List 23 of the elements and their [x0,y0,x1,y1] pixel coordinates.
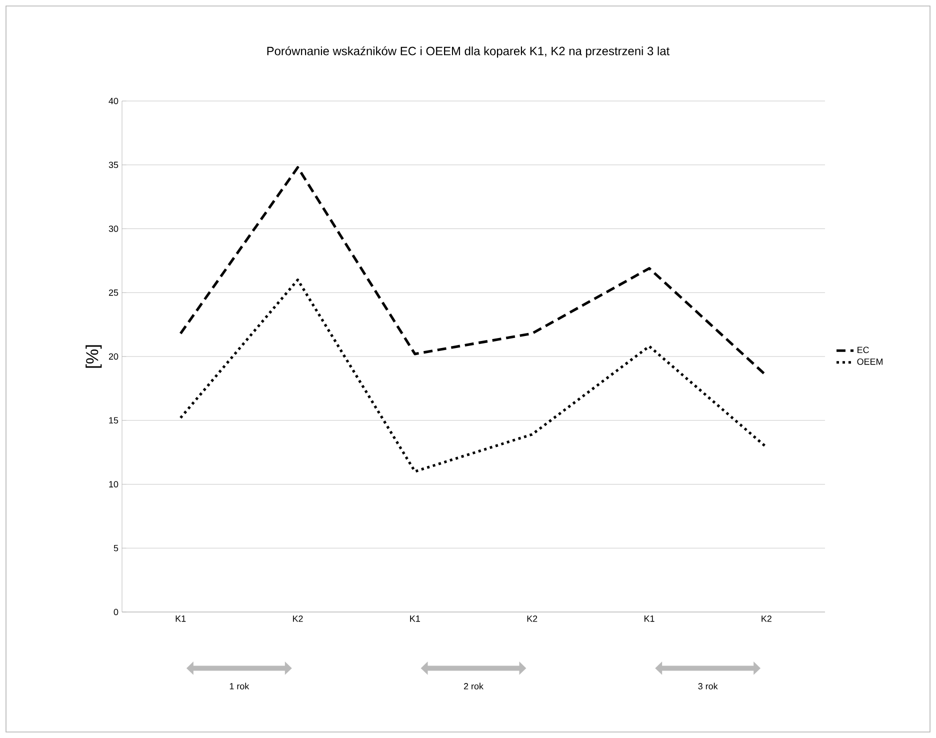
x-tick-label: K1 [644,616,654,622]
y-tick-label: 25 [108,289,118,296]
y-tick-label: 30 [108,226,118,232]
chart-title: Porównanie wskaźników EC i OEEM dla koparek K1, K2 na przestrzeni 3 lat [267,46,670,58]
legend-label: EC [858,346,869,354]
y-tick-label: 40 [108,98,118,104]
line-series [179,278,768,473]
y-tick-label: 5 [114,544,118,552]
text: 3 rok [698,682,718,690]
x-tick-label: K1 [410,616,420,622]
x-tick-label: K2 [527,616,538,622]
y-tick-label: 15 [109,417,118,424]
y-tick-label: 10 [109,481,118,488]
legend-label: OEEM [857,358,882,365]
x-tick-label: K2 [762,616,772,622]
y-axis-title: [%] [86,345,102,368]
y-tick-label: 0 [114,608,118,616]
text: 1 rok [230,682,250,690]
y-tick-label: 35 [108,162,118,168]
y-tick-label: 20 [108,353,118,360]
text: 2 rok [464,682,484,690]
x-tick-label: K2 [293,616,303,622]
x-tick-label: K1 [176,616,186,622]
